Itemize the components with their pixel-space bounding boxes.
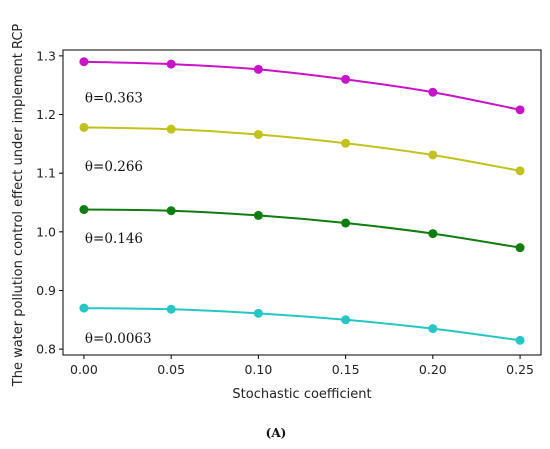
data-point — [428, 87, 438, 97]
plot-frame — [62, 49, 542, 356]
data-point — [253, 64, 263, 74]
x-tick-label: 0.10 — [244, 362, 272, 377]
series-line — [83, 60, 521, 111]
series-line — [83, 126, 521, 172]
data-point — [79, 122, 89, 132]
data-point — [515, 166, 525, 176]
series-label: θ=0.363 — [85, 91, 143, 107]
data-point — [341, 315, 351, 325]
x-tick-label: 0.20 — [419, 362, 447, 377]
chart-marks: θ=0.363 θ=0.266 θ=0.146 θ=0.0063 — [79, 57, 525, 347]
series-label: θ=0.146 — [85, 231, 143, 247]
data-point — [515, 335, 525, 345]
series-label: θ=0.266 — [85, 159, 143, 175]
data-point — [166, 59, 176, 69]
y-tick-label: 1.3 — [36, 48, 56, 63]
y-tick-label: 1.1 — [36, 166, 56, 181]
data-point — [253, 129, 263, 139]
data-point — [166, 124, 176, 134]
data-point — [515, 243, 525, 253]
series-line — [83, 307, 521, 342]
y-axis-title: The water pollution control effect under… — [11, 24, 26, 388]
data-point — [166, 304, 176, 314]
data-point — [79, 303, 89, 313]
data-point — [341, 74, 351, 84]
data-point — [515, 105, 525, 115]
data-point — [341, 138, 351, 148]
data-point — [428, 324, 438, 334]
x-tick-label: 0.25 — [506, 362, 534, 377]
figure-caption: (A) — [266, 426, 287, 440]
y-axis: 0.8 0.9 1.0 1.1 1.2 1.3 — [36, 48, 63, 357]
data-point — [253, 308, 263, 318]
data-point — [79, 205, 89, 215]
data-point — [428, 150, 438, 160]
y-tick-label: 0.9 — [36, 283, 56, 298]
x-tick-label: 0.05 — [157, 362, 185, 377]
y-tick-label: 1.0 — [36, 224, 56, 239]
data-point — [79, 57, 89, 67]
series-line — [83, 208, 521, 249]
data-point — [253, 210, 263, 220]
y-tick-label: 1.2 — [36, 107, 56, 122]
x-axis-title: Stochastic coefficient — [232, 387, 371, 402]
data-point — [166, 206, 176, 216]
x-tick-label: 0.15 — [332, 362, 360, 377]
series-label: θ=0.0063 — [85, 331, 152, 347]
y-tick-label: 0.8 — [36, 342, 56, 357]
data-point — [428, 229, 438, 239]
x-tick-label: 0.00 — [70, 362, 98, 377]
data-point — [341, 218, 351, 228]
x-axis: 0.00 0.05 0.10 0.15 0.20 0.25 — [70, 355, 534, 377]
